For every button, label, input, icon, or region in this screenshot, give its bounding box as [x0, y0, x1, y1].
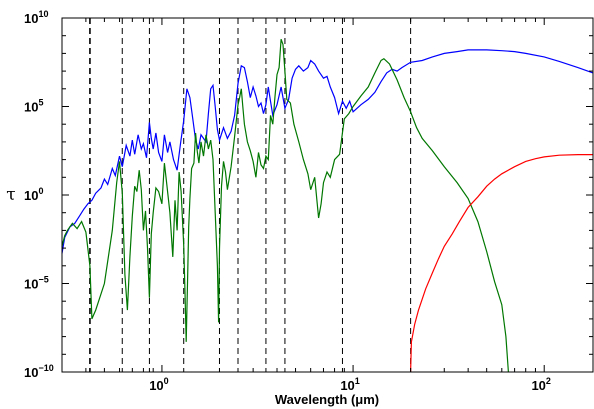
y-tick-label: 100: [24, 186, 43, 203]
x-tick-label: 100: [149, 376, 168, 393]
y-tick-label: 1010: [24, 9, 48, 26]
y-tick-label: 10−5: [24, 275, 49, 292]
series-group: [61, 39, 594, 373]
y-tick-label: 10−10: [24, 363, 54, 380]
x-axis-label: Wavelength (μm): [275, 392, 379, 407]
series-line: [410, 154, 593, 373]
y-axis-label: τ: [6, 185, 15, 205]
x-tick-label: 102: [531, 376, 550, 393]
x-tick-label: 101: [340, 376, 359, 393]
series-line: [61, 39, 509, 373]
series-line: [61, 49, 594, 254]
vertical-reference-lines: [89, 18, 412, 372]
y-tick-label: 105: [24, 98, 43, 115]
